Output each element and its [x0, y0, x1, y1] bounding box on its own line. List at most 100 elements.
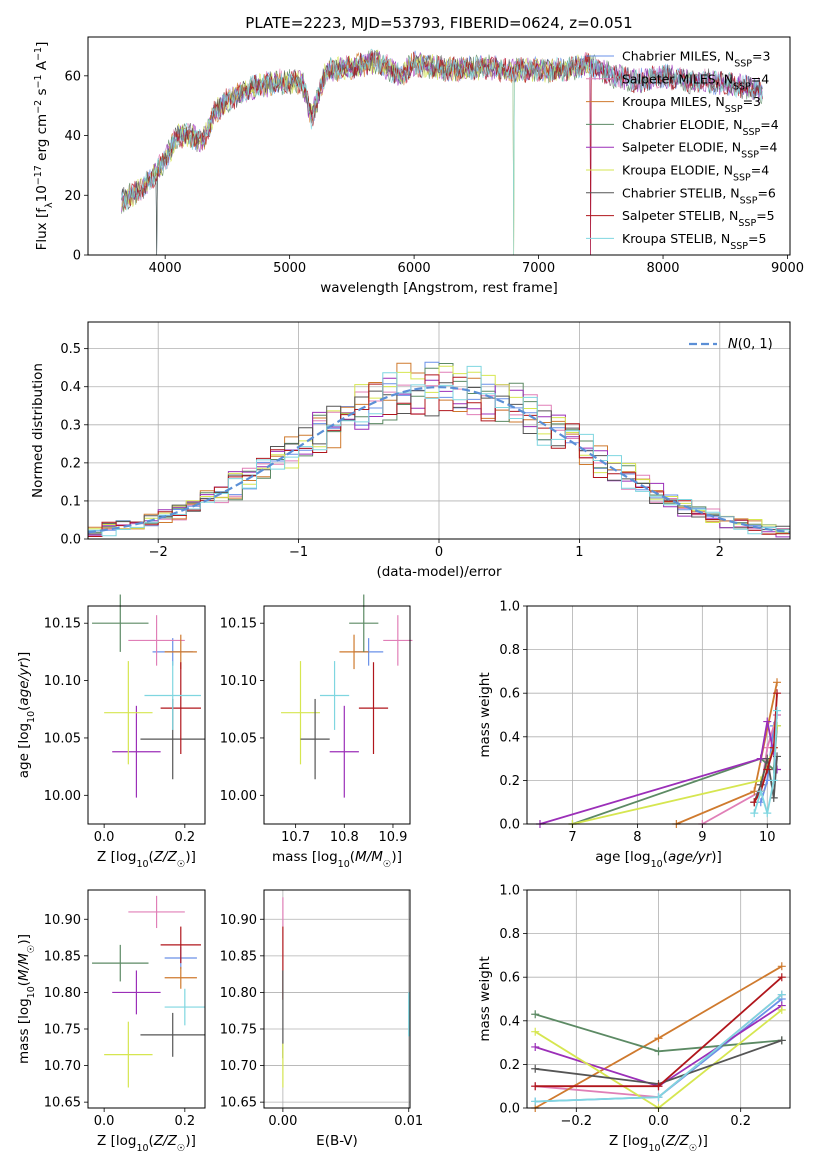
y-tick-label: 0.8: [499, 927, 520, 942]
y-tick-label: 10.10: [220, 674, 257, 689]
y-axis-label: age [log10(age/yr)]: [16, 652, 37, 778]
y-tick-label: 10.05: [44, 731, 81, 746]
y-tick-label: 10.75: [220, 1022, 257, 1037]
y-tick-label: 0.0: [499, 1102, 520, 1117]
weight-point-marker: [654, 1047, 663, 1056]
spectrum-frame: [87, 36, 791, 256]
weight-point-marker: [531, 1097, 540, 1106]
y-tick-label: 0.4: [499, 730, 520, 745]
weight_vs_Z-grid: [527, 889, 790, 1109]
y-tick-label: 10.15: [44, 617, 81, 632]
mass_vs_Z-panel: 0.0 0.2 10.65 10.70 10.75 10.80 10.85 10.90 Z [l…: [16, 889, 206, 1154]
legend-entry: Chabrier STELIB, NSSP=6: [622, 185, 776, 206]
age_vs_Z-frame: [87, 605, 206, 825]
weight-point-marker: [769, 743, 778, 752]
x-tick-label: 10.9: [378, 830, 407, 845]
weight-point-marker: [773, 678, 782, 687]
y-axis-label: Flux [fλ10−17 erg cm−2 s−1 A−1]: [33, 42, 55, 251]
mass_vs_Z-frame: [87, 889, 206, 1109]
y-tick-label: 10.85: [220, 949, 257, 964]
y-tick-label: 10.70: [44, 1059, 81, 1074]
age_vs_mass-frame: [263, 605, 411, 825]
weight-point-marker: [654, 1034, 663, 1043]
mass_vs_EBV-panel: 0.00 0.01 10.65 10.70 10.75 10.80 10.85 10.90 E(…: [220, 889, 423, 1149]
weight-point-marker: [654, 1093, 663, 1102]
mass_vs_EBV-grid: [264, 890, 410, 1108]
y-tick-label: 10.75: [44, 1022, 81, 1037]
histogram-steps: [88, 361, 790, 539]
legend-entry: Salpeter STELIB, NSSP=5: [622, 208, 775, 229]
y-tick-label: 0.1: [60, 494, 81, 509]
y-tick-label: 10.00: [44, 789, 81, 804]
y-tick-label: 0.0: [60, 533, 81, 548]
legend-entry: Kroupa STELIB, NSSP=5: [622, 231, 766, 252]
x-tick-label: −2: [149, 545, 168, 560]
age_vs_mass-points: [281, 594, 413, 798]
weight-point-marker: [531, 1042, 540, 1051]
x-tick-label: 7: [568, 830, 576, 845]
x-tick-label: 0.01: [394, 1114, 423, 1129]
x-tick-label: 1: [575, 545, 583, 560]
x-tick-label: 9000: [771, 261, 804, 276]
mass_vs_EBV-points: [282, 897, 410, 1088]
y-tick-label: 10.15: [220, 617, 257, 632]
x-tick-label: 4000: [149, 261, 182, 276]
legend-entry: Kroupa ELODIE, NSSP=4: [622, 163, 769, 184]
legend-entry: Kroupa MILES, NSSP=3: [622, 94, 761, 115]
x-axis-label: (data-model)/error: [376, 564, 502, 580]
y-tick-label: 1.0: [499, 600, 520, 615]
weight-point-marker: [531, 1064, 540, 1073]
y-tick-label: 0.6: [499, 971, 520, 986]
x-tick-label: 0.0: [94, 1114, 115, 1129]
spectrum-series-line: [121, 48, 763, 256]
x-axis-label: Z [log10(Z/Z☉)]: [97, 849, 196, 870]
weight-point-marker: [773, 706, 782, 715]
weight-series-line: [572, 725, 778, 825]
x-tick-label: 0: [435, 545, 443, 560]
weight-point-marker: [777, 962, 786, 971]
weight-point-marker: [750, 809, 759, 818]
x-axis-label: Z [log10(Z/Z☉)]: [97, 1133, 196, 1154]
y-tick-label: 0.6: [499, 687, 520, 702]
legend-entry: Salpeter ELODIE, NSSP=4: [622, 140, 777, 161]
x-tick-label: 7000: [522, 261, 555, 276]
weight_vs_age-panel: 7 8 9 10 0.0 0.2 0.4 0.6 0.8 1.0 age [log10(age/yr…: [477, 600, 791, 870]
weight-point-marker: [777, 990, 786, 999]
y-tick-label: 0.3: [60, 418, 81, 433]
spectrum-series-line: [121, 50, 763, 256]
weight-point-marker: [531, 1082, 540, 1091]
y-tick-label: 0.2: [499, 1058, 520, 1073]
weight-point-marker: [773, 689, 782, 698]
x-tick-label: 0.00: [268, 1114, 297, 1129]
weight-point-marker: [763, 809, 772, 818]
x-axis-label: wavelength [Angstrom, rest frame]: [320, 280, 558, 296]
y-tick-label: 20: [64, 189, 81, 204]
spectrum-lines: [121, 48, 763, 256]
weight-point-marker: [777, 973, 786, 982]
x-axis-label: Z [log10(Z/Z☉)]: [609, 1133, 708, 1154]
normal-reference-curve: [88, 385, 790, 534]
histogram-series: [88, 365, 790, 537]
x-tick-label: −0.2: [561, 1114, 593, 1129]
y-tick-label: 10.10: [44, 674, 81, 689]
y-tick-label: 10.05: [220, 731, 257, 746]
weight-point-marker: [763, 765, 772, 774]
weight_vs_Z-panel: −0.2 0.0 0.2 0.0 0.2 0.4 0.6 0.8 1.0 Z [log10(Z/Z…: [477, 884, 791, 1154]
weight-point-marker: [654, 1082, 663, 1091]
x-tick-label: 0.2: [174, 1114, 195, 1129]
y-tick-label: 60: [64, 69, 81, 84]
x-tick-label: 2: [716, 545, 724, 560]
y-tick-label: 10.90: [220, 913, 257, 928]
y-tick-label: 0.0: [499, 818, 520, 833]
y-axis-label: Normed distribution: [30, 363, 46, 498]
y-tick-label: 1.0: [499, 884, 520, 899]
y-tick-label: 0.8: [499, 643, 520, 658]
y-tick-label: 0.2: [60, 456, 81, 471]
age_vs_Z-points: [92, 594, 205, 798]
y-axis-label: mass weight: [477, 956, 493, 1041]
x-tick-label: 9: [698, 830, 706, 845]
weight-series-line: [572, 725, 778, 825]
y-tick-label: 10.65: [44, 1096, 81, 1111]
y-tick-label: 0.4: [499, 1014, 520, 1029]
